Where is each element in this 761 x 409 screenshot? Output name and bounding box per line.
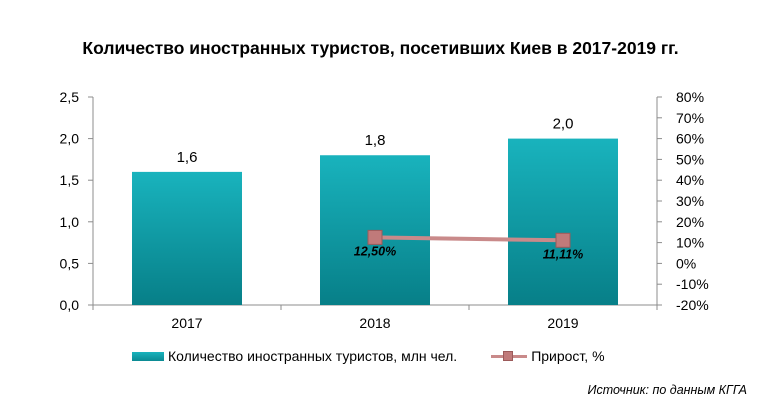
y-left-tick-label: 2,5 (60, 89, 80, 105)
y-right-tick-label: 60% (676, 131, 704, 147)
growth-value-label: 11,11% (543, 247, 584, 261)
y-right-tick-label: 40% (676, 172, 704, 188)
y-left-tick-label: 1,5 (60, 172, 80, 188)
bar-value-label: 1,8 (365, 132, 386, 149)
y-right-tick-label: 10% (676, 235, 704, 251)
bar-value-label: 1,6 (177, 149, 198, 166)
y-right-tick-label: 30% (676, 193, 704, 209)
bar-value-label: 2,0 (553, 116, 574, 133)
legend: Количество иностранных туристов, млн чел… (132, 348, 605, 364)
y-right-tick-label: 80% (676, 89, 704, 105)
y-right-tick-label: 70% (676, 110, 704, 126)
legend-item-tourists: Количество иностранных туристов, млн чел… (132, 348, 457, 364)
y-left-tick-label: 0,0 (60, 297, 80, 313)
y-right-tick-label: -20% (676, 297, 709, 313)
y-right-tick-label: -10% (676, 276, 709, 292)
y-right-tick-label: 50% (676, 151, 704, 167)
x-tick-label: 2019 (547, 315, 578, 331)
x-tick-label: 2018 (359, 315, 390, 331)
growth-value-label: 12,50% (354, 244, 396, 258)
legend-item-growth: Прирост, % (491, 348, 605, 364)
growth-marker (555, 232, 571, 248)
legend-line-swatch (491, 350, 528, 362)
bar (508, 138, 618, 305)
legend-label-tourists: Количество иностранных туристов, млн чел… (168, 348, 458, 364)
y-left-tick-label: 1,0 (60, 214, 80, 230)
x-tick-label: 2017 (171, 315, 202, 331)
growth-line (374, 235, 564, 243)
y-left-tick-label: 2,0 (60, 131, 80, 147)
bar (132, 171, 242, 305)
y-right-tick-label: 20% (676, 214, 704, 230)
y-left-tick-label: 0,5 (60, 255, 80, 271)
legend-bar-swatch (132, 351, 164, 361)
source-note: Источник: по данным КГГА (587, 383, 748, 397)
chart-title: Количество иностранных туристов, посетив… (82, 38, 679, 58)
legend-label-growth: Прирост, % (531, 348, 605, 364)
y-right-tick-label: 0% (676, 255, 696, 271)
growth-marker (367, 229, 383, 245)
